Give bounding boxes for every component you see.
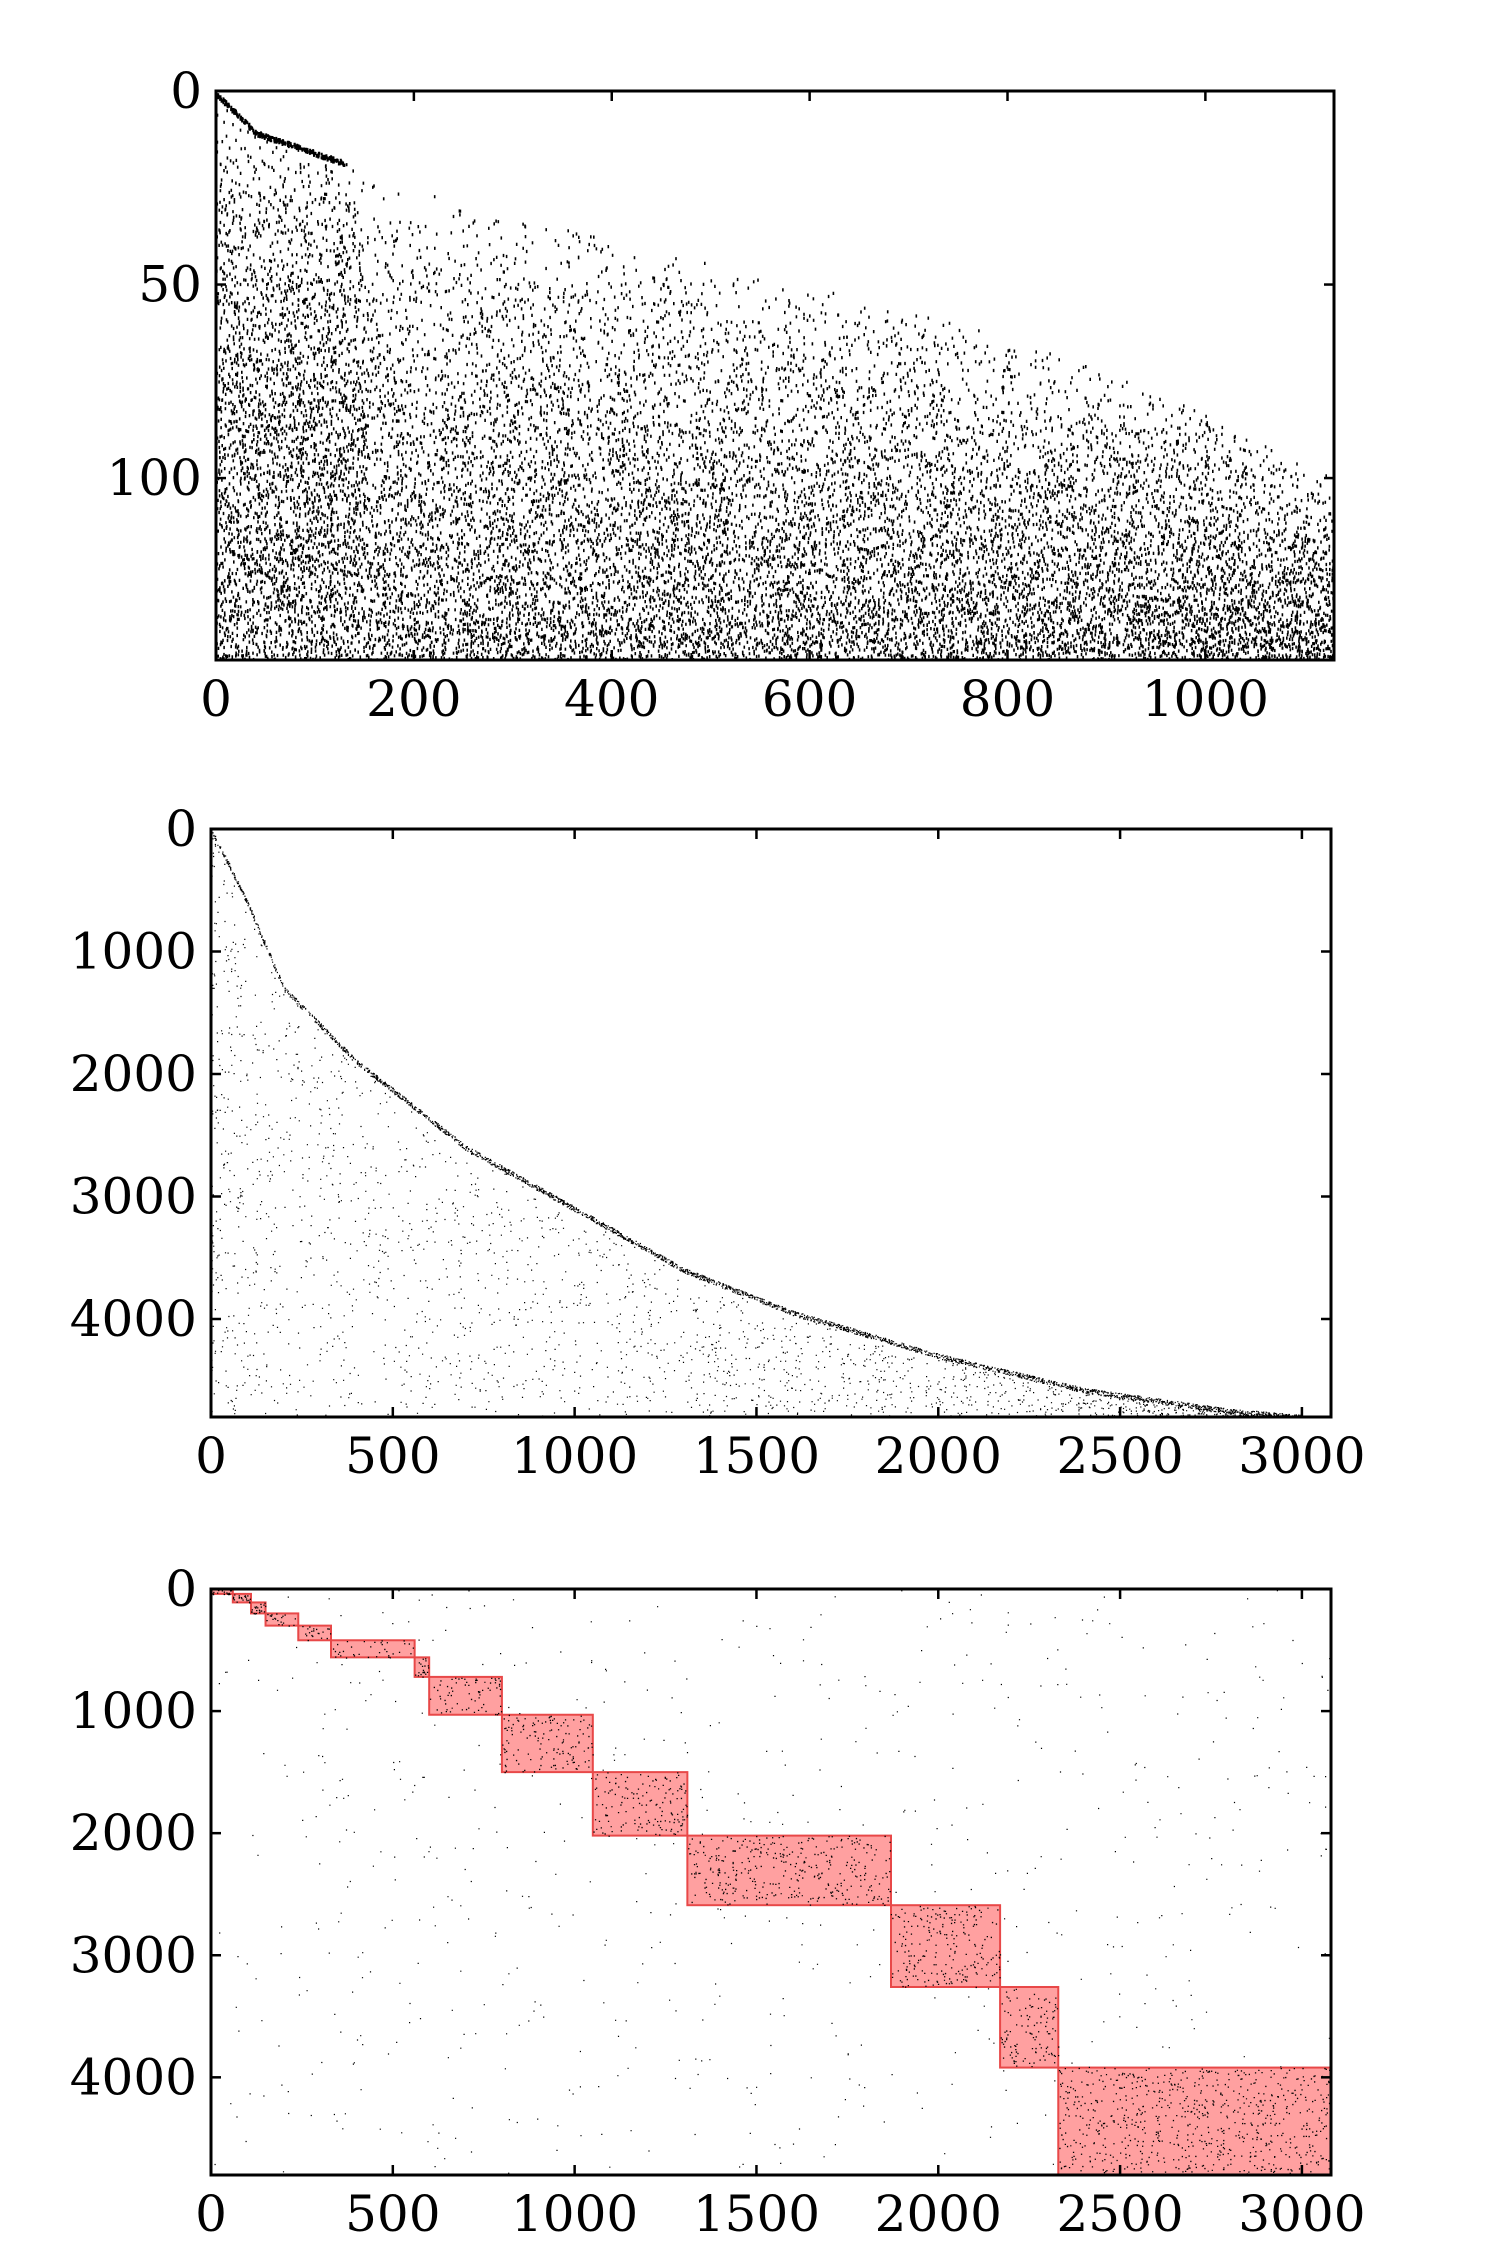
y-tick-label: 1000 <box>70 923 197 981</box>
x-tick-label: 3000 <box>1238 1427 1365 1485</box>
x-tick-label: 0 <box>195 1427 227 1485</box>
x-tick-label: 2500 <box>1056 2185 1183 2243</box>
x-tick-label: 1000 <box>511 1427 638 1485</box>
x-tick-label: 2000 <box>875 2185 1002 2243</box>
x-tick-label: 1500 <box>693 2185 820 2243</box>
y-tick-label: 3000 <box>70 1926 197 1984</box>
highlight-block <box>264 1612 300 1627</box>
nonzero-marks <box>216 93 1334 660</box>
sparsity-panel-bottom: 0 500 1000 1500 2000 2500 3000 0 1000 2000 3000 400… <box>70 1560 1366 2243</box>
y-tick-label: 4000 <box>70 1290 197 1348</box>
x-tick-label: 2000 <box>875 1427 1002 1485</box>
x-tick-label: 1000 <box>1142 670 1269 728</box>
y-tick-label: 100 <box>107 449 202 507</box>
y-tick-label: 3000 <box>70 1168 197 1226</box>
x-tick-label: 500 <box>345 2185 440 2243</box>
plot-area <box>211 1589 1331 2175</box>
y-tick-label: 0 <box>165 800 197 858</box>
plot-area <box>216 93 1334 660</box>
x-tick-label: 0 <box>200 670 232 728</box>
sparsity-panel-middle: 0 500 1000 1500 2000 2500 3000 0 1000 2000 3000 400… <box>70 800 1366 1485</box>
axes-frame <box>209 827 1333 1419</box>
highlight-block <box>297 1624 333 1642</box>
highlight-block <box>890 1904 1002 1988</box>
y-tick-label: 0 <box>170 62 202 120</box>
highlight-block <box>500 1713 594 1774</box>
x-tick-label: 2500 <box>1056 1427 1183 1485</box>
y-tick-label: 4000 <box>70 2048 197 2106</box>
y-tick-label: 1000 <box>70 1682 197 1740</box>
x-tick-label: 800 <box>960 670 1055 728</box>
y-tick-label: 2000 <box>70 1045 197 1103</box>
nonzero-marks <box>211 832 1303 1417</box>
highlight-block <box>1057 2066 1331 2175</box>
x-tick-label: 1500 <box>693 1427 820 1485</box>
axes-frame <box>209 1587 1333 2177</box>
x-tick-label: 400 <box>564 670 659 728</box>
highlight-block <box>330 1639 416 1659</box>
x-tick-label: 0 <box>195 2185 227 2243</box>
y-tick-label: 2000 <box>70 1804 197 1862</box>
y-tick-label: 50 <box>138 256 202 314</box>
highlight-block <box>428 1675 503 1716</box>
x-tick-label: 600 <box>762 670 857 728</box>
y-tick-label: 0 <box>165 1560 197 1618</box>
sparsity-panel-top: 0 200 400 600 800 1000 0 50 100 <box>107 62 1336 728</box>
axes-frame <box>214 89 1336 662</box>
highlight-block <box>686 1834 893 1907</box>
x-tick-label: 3000 <box>1238 2185 1365 2243</box>
highlight-block <box>413 1656 431 1678</box>
x-tick-label: 1000 <box>511 2185 638 2243</box>
x-tick-label: 500 <box>345 1427 440 1485</box>
x-tick-label: 200 <box>366 670 461 728</box>
plot-area <box>211 832 1303 1417</box>
